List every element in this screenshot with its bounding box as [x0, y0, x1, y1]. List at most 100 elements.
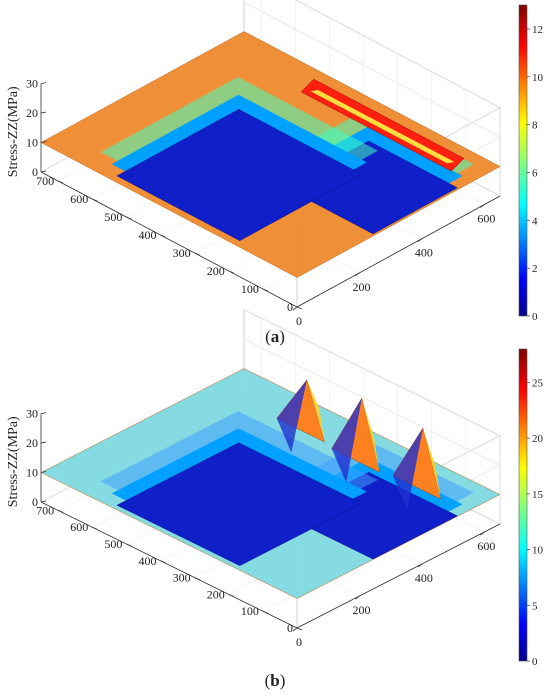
- caption-letter: b: [270, 671, 279, 690]
- z-axis-title: Stress-ZZ(MPa): [6, 86, 21, 177]
- x-tick-mark: [160, 234, 166, 238]
- colorbar-tick-label: 8: [532, 120, 538, 132]
- colorbar-tick-label: 12: [532, 24, 543, 36]
- z-tick-label: 20: [26, 436, 38, 450]
- panel-caption: (b): [265, 671, 286, 690]
- z-tick-label: 30: [26, 407, 38, 421]
- stress-peak-shadow: [392, 428, 423, 510]
- low-region: [116, 442, 363, 566]
- y-tick-label: 600: [477, 539, 495, 553]
- x-tick-label: 500: [104, 210, 122, 224]
- y-tick-mark: [480, 531, 485, 536]
- z-tick-label: 20: [26, 106, 38, 120]
- stress-peak-face: [306, 379, 325, 442]
- colorbar-tick-label: 0: [532, 311, 538, 323]
- y-tick-label: 0: [296, 314, 302, 328]
- y-tick-mark: [417, 563, 423, 568]
- y-tick-mark: [417, 238, 423, 243]
- x-tick-label: 100: [241, 282, 259, 296]
- z-tick-mark: [40, 412, 47, 414]
- y-axis-line: [296, 523, 501, 629]
- z-tick-mark: [40, 441, 47, 444]
- x-tick-mark: [92, 526, 98, 530]
- colorbar: [518, 348, 528, 662]
- y-tick-label: 400: [415, 246, 433, 260]
- x-tick-label: 300: [173, 246, 191, 260]
- colorbar-tick-label: 4: [532, 215, 538, 227]
- y-tick-label: 0: [296, 635, 302, 649]
- x-tick-mark: [194, 252, 200, 256]
- x-tick-mark: [194, 577, 200, 580]
- panel-a: 010020030040050060070002004006000102030S…: [6, 0, 544, 346]
- z-tick-mark: [40, 141, 47, 143]
- x-axis-line: [40, 171, 298, 308]
- x-tick-label: 300: [173, 571, 191, 585]
- colorbar-tick-label: 0: [532, 656, 538, 668]
- colorbar-tick-label: 10: [532, 545, 544, 557]
- low-region: [116, 109, 363, 241]
- x-tick-mark: [92, 198, 98, 202]
- x-tick-label: 200: [207, 264, 225, 278]
- x-tick-mark: [126, 216, 132, 220]
- high-ridge-core: [310, 90, 455, 164]
- z-tick-label: 0: [32, 165, 38, 179]
- caption-paren: (: [265, 327, 271, 346]
- x-tick-mark: [262, 610, 269, 614]
- x-tick-label: 0: [287, 621, 293, 635]
- x-tick-label: 700: [36, 174, 54, 188]
- y-tick-label: 200: [352, 280, 370, 294]
- stress-peak-shadow: [331, 398, 362, 483]
- z-tick-label: 0: [32, 495, 38, 509]
- x-tick-label: 200: [207, 587, 225, 601]
- colorbar-tick-label: 25: [532, 377, 544, 389]
- x-tick-mark: [57, 510, 64, 513]
- colorbar-tick-label: 6: [532, 167, 538, 179]
- colorbar: [518, 4, 528, 317]
- stress-peak-face: [361, 398, 380, 473]
- x-tick-label: 600: [70, 192, 88, 206]
- x-tick-mark: [262, 288, 269, 292]
- panel-b: 010020030040050060070002004006000102030S…: [6, 308, 544, 690]
- y-tick-mark: [292, 627, 298, 632]
- x-tick-mark: [228, 270, 234, 274]
- x-tick-label: 400: [138, 554, 156, 568]
- caption-paren: ): [279, 327, 285, 346]
- x-tick-label: 0: [287, 300, 293, 314]
- x-axis-line: [40, 501, 298, 629]
- x-tick-label: 400: [138, 228, 156, 242]
- z-axis-title: Stress-ZZ(MPa): [6, 416, 21, 507]
- stress-peak-shadow: [276, 379, 307, 453]
- z-tick-label: 10: [26, 466, 38, 480]
- z-tick-mark: [40, 82, 47, 84]
- z-tick-label: 10: [26, 136, 38, 150]
- z-tick-mark: [40, 500, 47, 503]
- colorbar-tick-label: 2: [532, 263, 538, 275]
- x-tick-mark: [296, 306, 303, 310]
- y-tick-mark: [292, 306, 298, 311]
- x-tick-mark: [296, 627, 303, 631]
- y-tick-label: 400: [415, 571, 433, 585]
- x-tick-mark: [126, 543, 132, 547]
- x-tick-mark: [228, 594, 234, 597]
- caption-paren: ): [280, 671, 286, 690]
- y-axis-line: [296, 195, 501, 308]
- caption-letter: a: [271, 327, 280, 346]
- colorbar-tick-label: 15: [532, 489, 544, 501]
- x-tick-label: 100: [241, 604, 259, 618]
- x-tick-label: 500: [104, 537, 122, 551]
- stress-peak-face: [422, 428, 441, 499]
- y-tick-label: 200: [352, 603, 370, 617]
- caption-paren: (: [265, 671, 271, 690]
- z-tick-mark: [40, 111, 47, 114]
- y-tick-mark: [355, 272, 360, 277]
- x-tick-mark: [160, 560, 166, 564]
- colorbar-tick-label: 10: [532, 72, 544, 84]
- z-tick-label: 30: [26, 77, 38, 91]
- colorbar-tick-label: 20: [532, 433, 544, 445]
- panel-caption: (a): [265, 327, 285, 346]
- y-tick-mark: [480, 204, 485, 208]
- z-tick-mark: [40, 170, 47, 173]
- y-tick-label: 600: [477, 212, 495, 226]
- colorbar-tick-label: 5: [532, 600, 538, 612]
